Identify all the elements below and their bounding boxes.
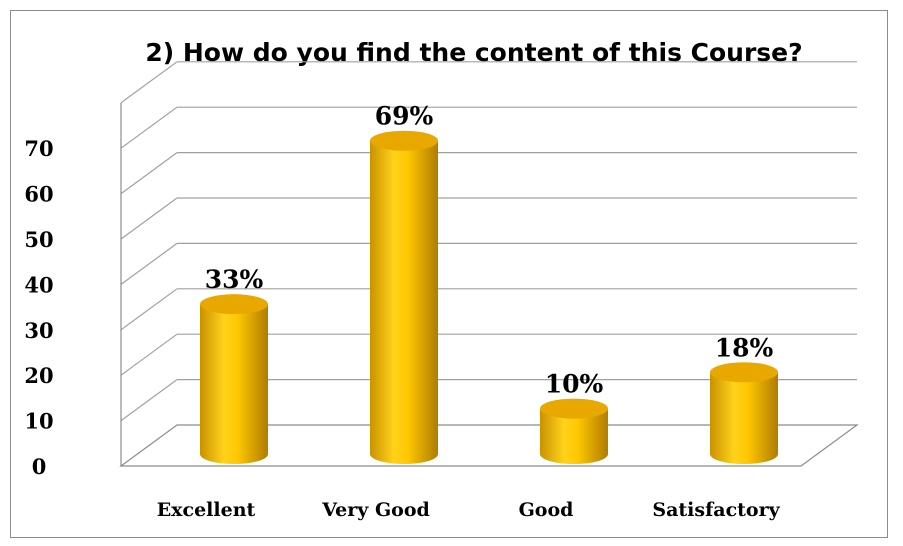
y-tick-label: 10 [24, 409, 53, 434]
category-labels: Excellent Very Good Good Satisfactory [157, 499, 781, 521]
data-label: 33% [205, 265, 264, 294]
y-tick-label: 50 [24, 227, 53, 252]
gridline [120, 288, 857, 331]
y-tick-label: 70 [24, 136, 53, 161]
bar [370, 130, 438, 465]
chart-frame: 2) How do you find the content of this C… [10, 10, 888, 538]
grid-lines [119, 61, 859, 467]
y-tick-label: 40 [24, 272, 53, 297]
category-label: Excellent [157, 499, 256, 521]
data-label: 69% [375, 102, 434, 131]
gridline [120, 333, 857, 376]
bars [200, 130, 778, 465]
data-label: 10% [545, 370, 604, 399]
category-label: Very Good [321, 499, 430, 521]
y-tick-label: 0 [32, 454, 47, 479]
y-tick-label: 30 [24, 318, 53, 343]
chart-title: 2) How do you find the content of this C… [145, 38, 802, 67]
y-axis-ticks: 0 10 20 30 40 50 60 70 [24, 136, 53, 479]
gridline [120, 242, 857, 285]
gridline [120, 152, 857, 195]
chart-floor [119, 424, 859, 467]
bar [710, 362, 778, 464]
y-tick-label: 20 [24, 363, 53, 388]
data-label: 18% [715, 333, 774, 362]
gridline [120, 197, 857, 240]
data-labels: 33% 69% 10% 18% [205, 102, 774, 399]
bar [200, 294, 268, 464]
category-label: Good [519, 499, 574, 521]
gridline [120, 61, 857, 104]
bar [540, 398, 608, 464]
y-tick-label: 60 [24, 182, 53, 207]
gridline [120, 106, 857, 149]
category-label: Satisfactory [652, 499, 780, 521]
bar-chart: 2) How do you find the content of this C… [24, 38, 859, 521]
